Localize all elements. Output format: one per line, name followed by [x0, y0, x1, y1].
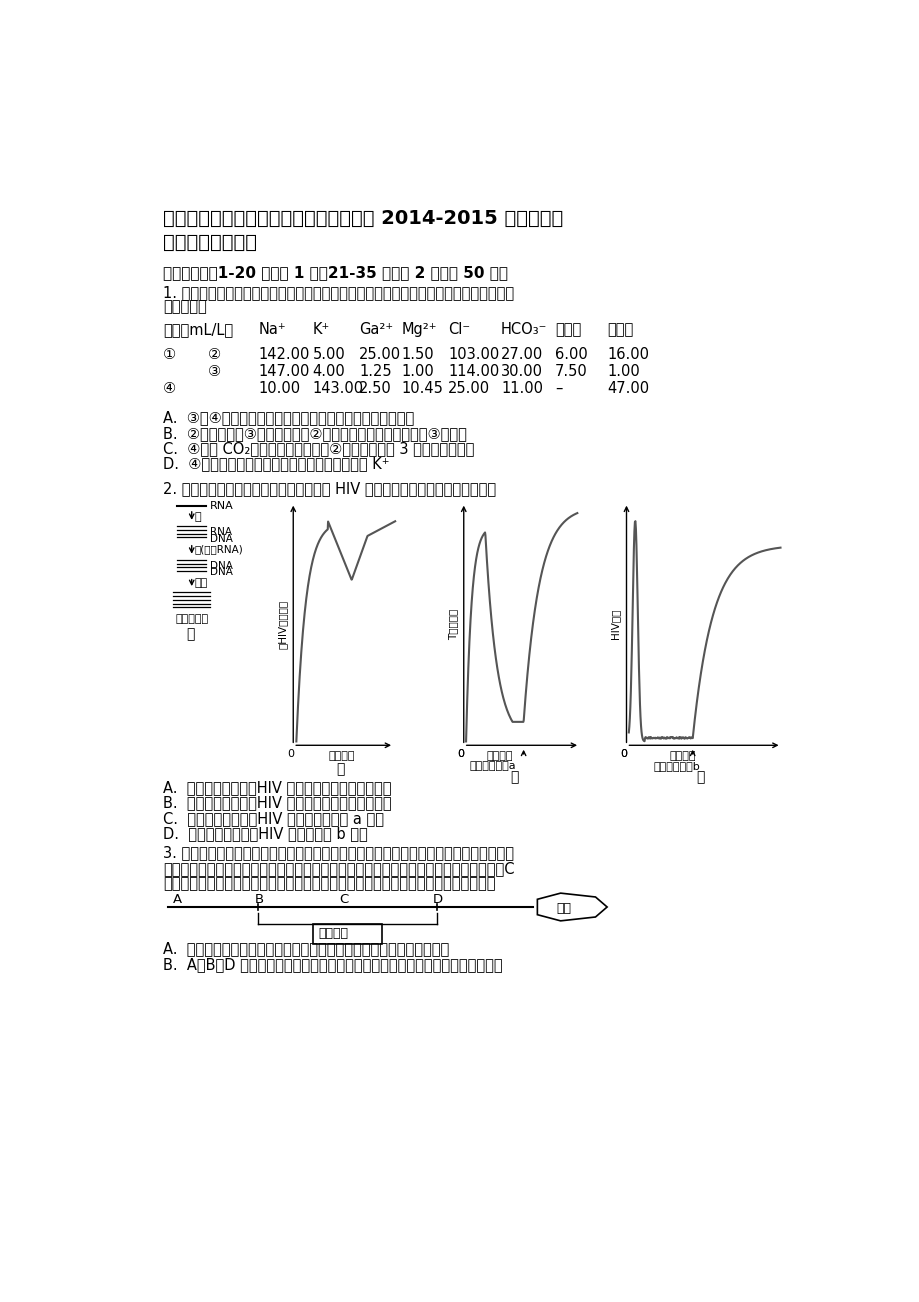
Text: A: A — [173, 893, 182, 906]
Text: C: C — [339, 893, 348, 906]
Text: 25.00: 25.00 — [448, 381, 490, 396]
Text: 乙: 乙 — [335, 762, 344, 776]
Text: 甲: 甲 — [186, 626, 195, 641]
Text: 7.50: 7.50 — [554, 365, 587, 379]
Text: K⁺: K⁺ — [312, 322, 330, 337]
Text: 27.00: 27.00 — [501, 348, 542, 362]
Text: RNA: RNA — [210, 501, 233, 512]
Text: 143.00: 143.00 — [312, 381, 363, 396]
Text: 酶(降解RNA): 酶(降解RNA) — [194, 544, 243, 555]
Text: Ga²⁺: Ga²⁺ — [358, 322, 392, 337]
Text: 抗HIV抗体水平: 抗HIV抗体水平 — [278, 599, 287, 648]
Text: 整合: 整合 — [194, 578, 207, 589]
Text: DNA: DNA — [210, 534, 233, 543]
Text: 学期期中生物试卷: 学期期中生物试卷 — [163, 233, 256, 253]
Text: 2.50: 2.50 — [358, 381, 391, 396]
Text: 丙: 丙 — [510, 771, 518, 785]
Text: 0: 0 — [619, 749, 627, 759]
Text: ②: ② — [208, 348, 221, 362]
Text: 5.00: 5.00 — [312, 348, 345, 362]
Text: 酶: 酶 — [194, 512, 200, 522]
Text: 30.00: 30.00 — [501, 365, 542, 379]
Text: ①: ① — [163, 348, 176, 362]
Text: 25.00: 25.00 — [358, 348, 401, 362]
Text: 感染时间: 感染时间 — [668, 751, 695, 762]
Text: B: B — [255, 893, 264, 906]
Text: 103.00: 103.00 — [448, 348, 499, 362]
Text: D.  ④属于细胞内液，因为它含有较多的蛋白质和 K⁺: D. ④属于细胞内液，因为它含有较多的蛋白质和 K⁺ — [163, 457, 389, 471]
Text: 47.00: 47.00 — [607, 381, 649, 396]
Text: 1.25: 1.25 — [358, 365, 391, 379]
Text: A.  神经元轴突与肌肉之间的突触由突触前膜、突触间隙和突触后膜构成: A. 神经元轴突与肌肉之间的突触由突触前膜、突触间隙和突触后膜构成 — [163, 941, 448, 957]
Text: 成分（mL/L）: 成分（mL/L） — [163, 322, 233, 337]
Text: RNA: RNA — [210, 527, 232, 538]
Text: 感染时间: 感染时间 — [328, 751, 354, 762]
Text: 丁: 丁 — [696, 771, 704, 785]
Text: Na⁺: Na⁺ — [258, 322, 286, 337]
Text: D.  从图丁可以看出，HIV 对试验药物 b 敏感: D. 从图丁可以看出，HIV 对试验药物 b 敏感 — [163, 827, 368, 841]
Text: T细胞数量: T细胞数量 — [448, 608, 458, 639]
Text: 0: 0 — [457, 749, 464, 759]
Text: A.  从图甲可以看出，HIV 感染过程中存在逆转录现象: A. 从图甲可以看出，HIV 感染过程中存在逆转录现象 — [163, 780, 391, 796]
Text: 0: 0 — [457, 749, 464, 759]
Text: 误的是（）: 误的是（） — [163, 298, 207, 314]
Text: –: – — [554, 381, 562, 396]
Text: 114.00: 114.00 — [448, 365, 499, 379]
Text: ④: ④ — [163, 381, 176, 396]
Text: 147.00: 147.00 — [258, 365, 310, 379]
Text: D: D — [432, 893, 442, 906]
Text: 微电流计: 微电流计 — [319, 927, 348, 940]
Text: DNA: DNA — [210, 561, 233, 572]
Text: Cl⁻: Cl⁻ — [448, 322, 470, 337]
Text: DNA: DNA — [210, 568, 233, 577]
Text: 加入实验药物b: 加入实验药物b — [652, 760, 699, 771]
Text: 1. 此表是人体细胞内液和细胞外液中的物质组成和含量的测定数据，下列相关说法中，错: 1. 此表是人体细胞内液和细胞外液中的物质组成和含量的测定数据，下列相关说法中，… — [163, 285, 514, 299]
Text: 3. 为了探究兴奋在神经元轴突上的传导是双向的还是单向的，某兴趣小组做了以下实验：: 3. 为了探究兴奋在神经元轴突上的传导是双向的还是单向的，某兴趣小组做了以下实验… — [163, 845, 514, 861]
Text: C.  ④中的 CO₂从产生的场所扩散到②，至少要穿越 3 层磷脂双分子层: C. ④中的 CO₂从产生的场所扩散到②，至少要穿越 3 层磷脂双分子层 — [163, 441, 474, 456]
Text: 湖北省宜昌市三峡高中、金东方高中联考 2014-2015 学年高二下: 湖北省宜昌市三峡高中、金东方高中联考 2014-2015 学年高二下 — [163, 208, 562, 228]
Text: 1.00: 1.00 — [607, 365, 640, 379]
Text: 0: 0 — [619, 749, 627, 759]
Text: A.  ③与④的成分存在差异的主要原因是细胞膜的选择透过性: A. ③与④的成分存在差异的主要原因是细胞膜的选择透过性 — [163, 410, 414, 426]
Text: 6.00: 6.00 — [554, 348, 587, 362]
Text: B.  从图乙可以看出，HIV 侵入后机体能产生体液免疫: B. 从图乙可以看出，HIV 侵入后机体能产生体液免疫 — [163, 796, 391, 810]
Text: 4.00: 4.00 — [312, 365, 345, 379]
Text: 取新鲜的神经－肌肉标本（实验期间用生理盐水湿润标本），设计了下面的实验装置图（C: 取新鲜的神经－肌肉标本（实验期间用生理盐水湿润标本），设计了下面的实验装置图（C — [163, 861, 514, 876]
Text: 142.00: 142.00 — [258, 348, 310, 362]
Text: 感染时间: 感染时间 — [486, 751, 513, 762]
Bar — [312, 924, 382, 944]
Text: HIV数量: HIV数量 — [610, 609, 620, 639]
Text: 点位于两电极之间的正中心，指针偏转方向与电流方向一致）。下列叙述错误的是（）: 点位于两电极之间的正中心，指针偏转方向与电流方向一致）。下列叙述错误的是（） — [163, 876, 495, 891]
Text: 肌肉: 肌肉 — [556, 902, 571, 915]
Text: B.  ②属于血浆，③属于组织液，②的蛋白质含量减少将会导致③的增多: B. ②属于血浆，③属于组织液，②的蛋白质含量减少将会导致③的增多 — [163, 426, 467, 441]
Text: 有机酸: 有机酸 — [554, 322, 581, 337]
Text: C.  从图丙可以推测，HIV 可能对实验药物 a 敏感: C. 从图丙可以推测，HIV 可能对实验药物 a 敏感 — [163, 811, 383, 825]
Text: 一、单选题（1-20 题每题 1 分，21-35 题每题 2 分，共 50 分）: 一、单选题（1-20 题每题 1 分，21-35 题每题 2 分，共 50 分） — [163, 266, 507, 280]
Text: 1.50: 1.50 — [402, 348, 434, 362]
Text: 1.00: 1.00 — [402, 365, 434, 379]
Text: 动物染色体: 动物染色体 — [176, 613, 209, 624]
Text: ③: ③ — [208, 365, 221, 379]
Text: 16.00: 16.00 — [607, 348, 649, 362]
Text: 0: 0 — [287, 749, 294, 759]
Text: 蛋白质: 蛋白质 — [607, 322, 632, 337]
Text: 10.45: 10.45 — [402, 381, 443, 396]
Text: 2. 如图甲、乙、丙、丁为某实验动物感染 HIV 后的情况，下列叙述错误的是（）: 2. 如图甲、乙、丙、丁为某实验动物感染 HIV 后的情况，下列叙述错误的是（） — [163, 482, 495, 496]
Text: B.  A、B、D 三点中任选一点给予适宜刺激，都会使指针发生两次方向相反的摆动: B. A、B、D 三点中任选一点给予适宜刺激，都会使指针发生两次方向相反的摆动 — [163, 957, 502, 973]
Text: 10.00: 10.00 — [258, 381, 301, 396]
Text: 11.00: 11.00 — [501, 381, 542, 396]
Text: 加入实验药物a: 加入实验药物a — [470, 760, 516, 771]
Text: HCO₃⁻: HCO₃⁻ — [501, 322, 547, 337]
Text: Mg²⁺: Mg²⁺ — [402, 322, 437, 337]
